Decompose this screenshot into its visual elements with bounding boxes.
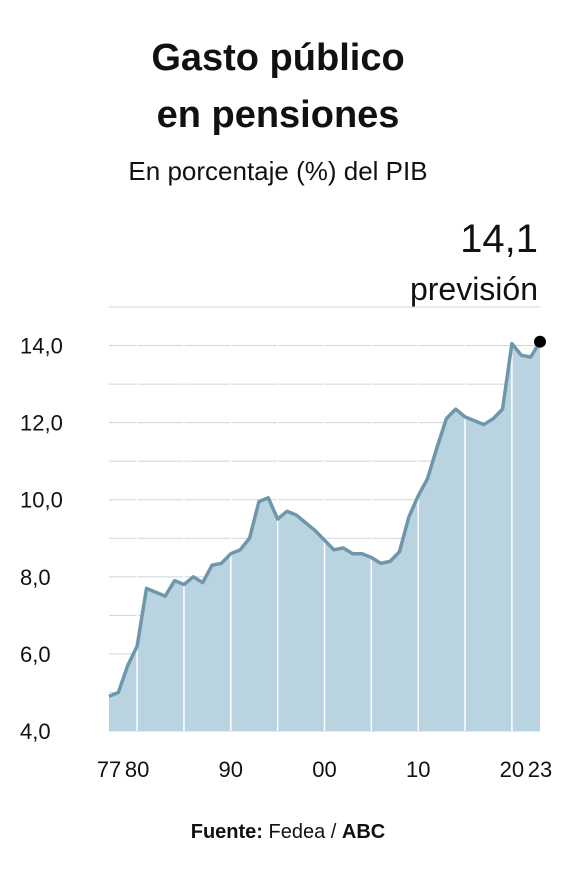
y-tick-label: 14,0 — [20, 334, 63, 359]
source-text: Fedea — [269, 821, 327, 843]
chart-title: en pensiones — [157, 94, 400, 136]
x-tick-label: 80 — [125, 757, 149, 782]
x-tick-label: 00 — [312, 757, 336, 782]
chart-subtitle: En porcentaje (%) del PIB — [128, 156, 427, 186]
y-tick-label: 8,0 — [20, 565, 51, 590]
y-tick-label: 4,0 — [20, 719, 51, 744]
source-brand: ABC — [342, 821, 385, 843]
annotation-value: 14,1 — [460, 217, 538, 261]
annotation-text: previsión — [410, 271, 538, 307]
y-tick-label: 12,0 — [20, 411, 63, 436]
line — [108, 340, 542, 698]
y-tick-label: 10,0 — [20, 488, 63, 513]
forecast-point — [534, 335, 546, 348]
x-tick-label: 90 — [219, 757, 243, 782]
source-separator: / — [331, 821, 337, 843]
chart-title: Gasto público — [151, 37, 404, 79]
y-tick-label: 6,0 — [20, 642, 51, 667]
x-tick-label: 10 — [406, 757, 430, 782]
area — [109, 341, 540, 731]
x-tick-label: 20 — [500, 757, 524, 782]
source: Fuente: Fedea / ABC — [191, 821, 386, 843]
source-label: Fuente: — [191, 821, 263, 843]
x-tick-label: 77 — [97, 757, 121, 782]
x-tick-label: 23 — [528, 757, 552, 782]
